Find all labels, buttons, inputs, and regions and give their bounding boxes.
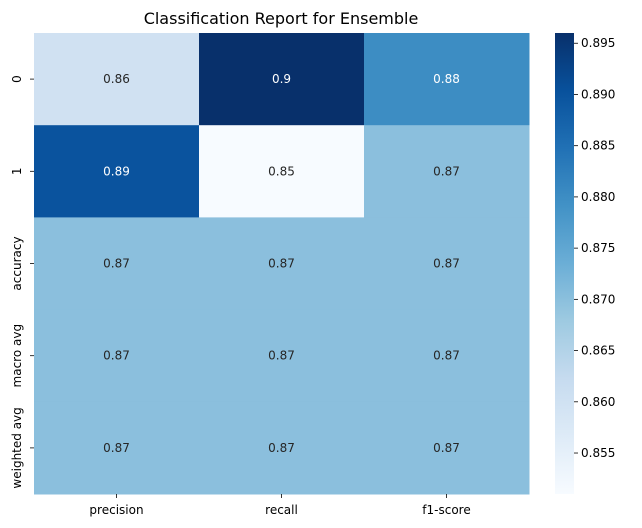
heatmap-cell <box>34 309 200 403</box>
colorbar-axis: 0.855 0.860 0.865 0.870 0.875 0.880 0.885 0.890… <box>574 36 615 460</box>
colorbar-tick-label: 0.885 <box>581 139 615 153</box>
heatmap-cell <box>34 33 200 126</box>
cell-value-label: 0.9 <box>272 72 291 86</box>
x-axis: precision recall f1-score <box>89 494 471 517</box>
cell-value-label: 0.87 <box>268 349 295 363</box>
colorbar-tick-label: 0.880 <box>581 190 615 204</box>
heatmap-cell <box>34 401 200 495</box>
y-tick-label: weighted avg <box>10 407 24 488</box>
colorbar-tick-label: 0.875 <box>581 241 615 255</box>
cell-value-label: 0.85 <box>268 164 295 178</box>
chart-title: Classification Report for Ensemble <box>144 9 419 28</box>
heatmap-cell <box>199 217 365 311</box>
colorbar-tick-label: 0.860 <box>581 395 615 409</box>
heatmap-cell <box>364 401 530 495</box>
cell-value-label: 0.87 <box>103 441 130 455</box>
heatmap-cell <box>199 401 365 495</box>
cell-value-label: 0.87 <box>433 257 460 271</box>
cell-value-label: 0.87 <box>103 257 130 271</box>
cell-value-label: 0.88 <box>433 72 460 86</box>
cell-value-label: 0.87 <box>103 349 130 363</box>
heatmap-cell <box>364 309 530 403</box>
cell-value-label: 0.86 <box>103 72 130 86</box>
colorbar-tick-label: 0.870 <box>581 292 615 306</box>
heatmap-cell <box>364 217 530 311</box>
heatmap-cell <box>199 125 365 218</box>
x-tick-label: f1-score <box>422 503 470 517</box>
colorbar-tick-label: 0.855 <box>581 446 615 460</box>
cell-value-label: 0.87 <box>268 257 295 271</box>
heatmap-cell <box>34 125 200 218</box>
cell-value-label: 0.87 <box>433 441 460 455</box>
colorbar-tick-label: 0.865 <box>581 344 615 358</box>
y-tick-label: 1 <box>10 167 24 175</box>
colorbar-tick-label: 0.890 <box>581 87 615 101</box>
colorbar <box>555 33 574 494</box>
x-tick-label: precision <box>89 503 143 517</box>
colorbar-tick-label: 0.895 <box>581 36 615 50</box>
heatmap-cell <box>34 217 200 311</box>
cell-value-label: 0.89 <box>103 164 130 178</box>
x-tick-label: recall <box>265 503 298 517</box>
y-tick-label: macro avg <box>10 324 24 388</box>
heatmap-cell <box>364 125 530 218</box>
y-axis: 0 1 accuracy macro avg weighted avg <box>10 75 34 489</box>
heatmap-cells: 0.86 0.9 0.88 0.89 0.85 0.87 0.87 0.87 0.87 0.87 0… <box>34 33 530 495</box>
y-tick-label: accuracy <box>10 236 24 290</box>
y-tick-label: 0 <box>10 75 24 83</box>
cell-value-label: 0.87 <box>268 441 295 455</box>
heatmap-cell <box>364 33 530 126</box>
cell-value-label: 0.87 <box>433 164 460 178</box>
cell-value-label: 0.87 <box>433 349 460 363</box>
heatmap-cell <box>199 33 365 126</box>
heatmap-cell <box>199 309 365 403</box>
